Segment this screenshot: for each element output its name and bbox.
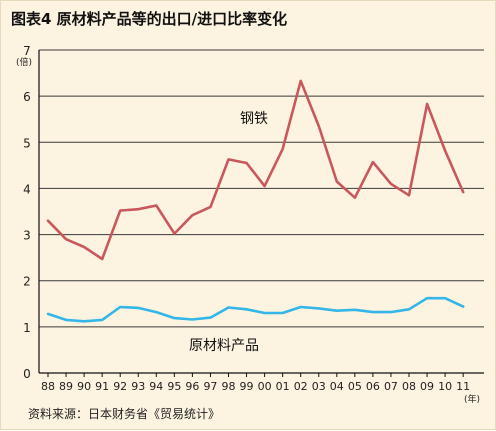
y-tick-label: 1 <box>23 321 31 335</box>
series-line-raw-materials <box>48 298 463 321</box>
x-tick-label: 93 <box>131 380 145 393</box>
y-tick-label: 0 <box>23 367 31 381</box>
x-tick-label: 97 <box>203 380 217 393</box>
x-tick-label: 08 <box>402 380 416 393</box>
x-tick-label: 06 <box>366 380 380 393</box>
x-tick-label: 05 <box>348 380 362 393</box>
x-tick-label: 09 <box>420 380 434 393</box>
source-note: 资料来源：日本财务省《贸易统计》 <box>28 405 220 422</box>
x-tick-label: 04 <box>330 380 344 393</box>
x-tick-label: 11 <box>456 380 470 393</box>
x-tick-label: 01 <box>276 380 290 393</box>
x-tick-label: 90 <box>77 380 91 393</box>
x-tick-label: 92 <box>113 380 127 393</box>
y-tick-label: 3 <box>23 229 31 243</box>
y-tick-label: 2 <box>23 275 31 289</box>
x-tick-label: 02 <box>294 380 308 393</box>
x-tick-label: 00 <box>258 380 272 393</box>
x-tick-label: 88 <box>41 380 55 393</box>
x-tick-label: 03 <box>312 380 326 393</box>
x-tick-label: 96 <box>185 380 199 393</box>
series-label-steel: 钢铁 <box>240 111 268 127</box>
x-tick-label: 94 <box>149 380 163 393</box>
y-tick-label: 5 <box>23 136 31 150</box>
x-tick-label: 95 <box>167 380 181 393</box>
series-label-raw-materials: 原材料产品 <box>189 338 259 354</box>
series-line-steel <box>48 81 463 259</box>
x-axis-label: (年) <box>464 393 480 405</box>
x-tick-label: 99 <box>240 380 254 393</box>
x-tick-label: 98 <box>222 380 236 393</box>
x-tick-label: 89 <box>59 380 73 393</box>
x-tick-label: 10 <box>438 380 452 393</box>
y-axis-label: (倍) <box>16 56 32 68</box>
y-tick-label: 4 <box>23 182 31 196</box>
y-tick-label: 6 <box>23 90 31 104</box>
x-tick-label: 07 <box>384 380 398 393</box>
x-tick-label: 91 <box>95 380 109 393</box>
y-tick-label: 7 <box>23 44 31 58</box>
